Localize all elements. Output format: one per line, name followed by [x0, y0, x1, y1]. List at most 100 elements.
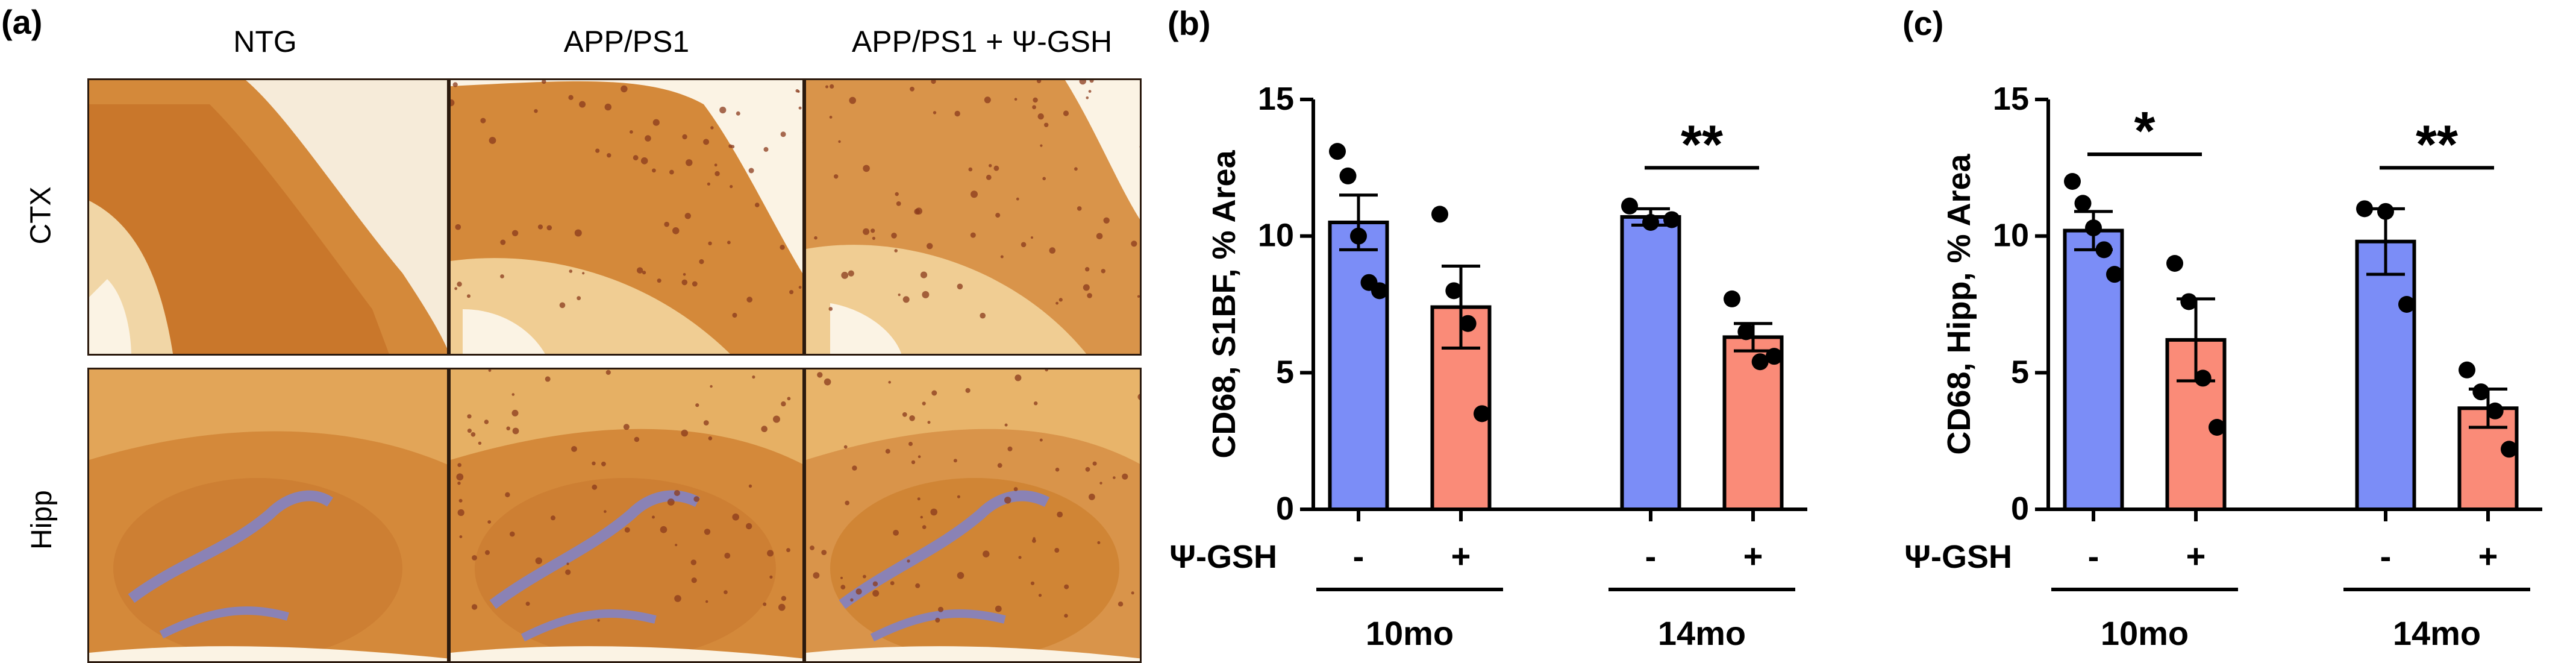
amyloid-plaque	[510, 531, 515, 537]
data-point	[2377, 203, 2394, 220]
amyloid-plaque	[710, 385, 713, 388]
amyloid-plaque	[621, 85, 628, 93]
data-point	[2356, 200, 2373, 218]
amyloid-plaque	[1131, 591, 1134, 595]
amyloid-plaque	[935, 617, 940, 623]
amyloid-plaque	[457, 281, 462, 287]
data-point	[2074, 195, 2092, 212]
amyloid-plaque	[871, 228, 875, 233]
amyloid-plaque	[1057, 511, 1063, 518]
amyloid-plaque	[657, 278, 661, 283]
data-point	[1766, 348, 1783, 365]
amyloid-plaque	[995, 605, 1002, 612]
amyloid-plaque	[821, 550, 827, 555]
y-tick-label: 5	[1276, 354, 1294, 390]
data-point	[2106, 266, 2123, 283]
amyloid-plaque	[472, 555, 477, 561]
amyloid-plaque	[798, 106, 802, 110]
amyloid-plaque	[896, 201, 901, 206]
amyloid-plaque	[845, 500, 849, 506]
amyloid-plaque	[577, 296, 581, 301]
amyloid-plaque	[971, 190, 978, 198]
amyloid-plaque	[1097, 541, 1101, 544]
amyloid-plaque	[681, 279, 688, 286]
amyloid-plaque	[568, 95, 574, 100]
data-point	[1329, 143, 1346, 160]
amyloid-plaque	[467, 429, 472, 433]
amyloid-plaque	[1113, 476, 1116, 479]
treatment-sign: -	[1353, 537, 1365, 575]
amyloid-plaque	[938, 606, 943, 612]
amyloid-plaque	[1085, 267, 1090, 272]
data-point	[2166, 255, 2183, 272]
amyloid-plaque	[652, 119, 660, 126]
group-label-10mo: 10mo	[1366, 614, 1454, 652]
panel-label: (c)	[1902, 4, 1943, 42]
data-point	[2064, 173, 2081, 190]
column-header-ntg: NTG	[233, 25, 297, 58]
amyloid-plaque	[640, 157, 648, 165]
plaque-dots	[810, 369, 1140, 623]
amyloid-plaque	[674, 490, 680, 496]
amyloid-plaque	[781, 401, 786, 407]
data-point	[1445, 282, 1463, 300]
amyloid-plaque	[872, 581, 878, 586]
amyloid-plaque	[922, 401, 926, 406]
amyloid-plaque	[752, 375, 755, 379]
column-header-app-ps1-gsh: APP/PS1 + Ψ-GSH	[851, 25, 1113, 58]
amyloid-plaque	[592, 484, 598, 490]
data-point	[2180, 293, 2198, 310]
plaque-dots	[456, 369, 791, 622]
amyloid-plaque	[1054, 548, 1060, 553]
amyloid-plaque	[692, 281, 698, 287]
amyloid-plaque	[855, 588, 862, 595]
data-point	[2459, 361, 2475, 379]
treatment-sign: +	[1743, 537, 1763, 575]
amyloid-plaque	[1064, 584, 1069, 589]
amyloid-plaque	[863, 165, 870, 172]
amyloid-plaque	[802, 139, 804, 146]
amyloid-plaque	[456, 473, 464, 481]
amyloid-plaque	[834, 174, 839, 179]
data-point	[2194, 369, 2212, 387]
amyloid-plaque	[849, 96, 856, 104]
amyloid-plaque	[652, 168, 656, 173]
amyloid-plaque	[1099, 482, 1102, 485]
amyloid-plaque	[1122, 473, 1128, 480]
amyloid-plaque	[704, 529, 711, 535]
micrograph-hipp-app-ps1-gsh	[804, 368, 1142, 663]
amyloid-plaque	[467, 294, 470, 298]
amyloid-plaque	[559, 302, 566, 309]
amyloid-plaque	[769, 575, 773, 579]
amyloid-plaque	[872, 589, 880, 597]
amyloid-plaque	[511, 230, 519, 236]
amyloid-plaque	[703, 139, 710, 145]
amyloid-plaque	[778, 603, 786, 611]
amyloid-plaque	[824, 378, 831, 386]
amyloid-plaque	[953, 459, 957, 463]
amyloid-plaque	[813, 572, 820, 579]
data-point	[2095, 241, 2113, 259]
amyloid-plaque	[485, 550, 490, 555]
row-header-hipp: Hipp	[25, 490, 58, 550]
treatment-sign: -	[1645, 537, 1657, 575]
amyloid-plaque	[786, 548, 790, 553]
amyloid-plaque	[681, 429, 689, 437]
plaque-dots	[814, 80, 1140, 319]
amyloid-plaque	[984, 96, 991, 104]
amyloid-plaque	[630, 130, 633, 134]
panel-label: (b)	[1168, 4, 1211, 42]
amyloid-plaque	[1038, 594, 1042, 597]
amyloid-plaque	[1055, 467, 1060, 472]
amyloid-plaque	[703, 420, 709, 426]
amyloid-plaque	[965, 388, 971, 393]
row-header-ctx: CTX	[25, 186, 57, 245]
amyloid-plaque	[817, 372, 823, 378]
amyloid-plaque	[828, 307, 833, 311]
amyloid-plaque	[997, 463, 1002, 468]
amyloid-plaque	[825, 85, 828, 89]
amyloid-plaque	[1004, 497, 1011, 504]
amyloid-plaque	[1083, 284, 1090, 291]
amyloid-plaque	[535, 557, 542, 565]
data-point	[2501, 441, 2518, 458]
